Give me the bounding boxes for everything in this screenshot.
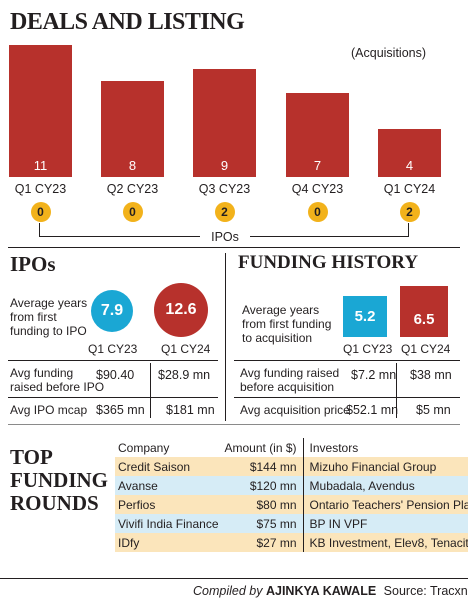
ipos-row-mcap-a: $365 mn xyxy=(96,403,145,417)
ipo-q1cy24-label: Q1 CY24 xyxy=(161,342,211,356)
cell-investors: Ontario Teachers' Pension Plan xyxy=(309,497,468,512)
section-divider xyxy=(8,424,460,425)
fh-q1cy24-label: Q1 CY24 xyxy=(401,342,451,356)
fh-row-funding-label: Avg funding raised before acquisition xyxy=(240,366,340,394)
bar-value-label: 7 xyxy=(313,158,322,173)
bar-q4-cy23: 7 xyxy=(286,93,349,177)
ipo-q1cy23-label: Q1 CY23 xyxy=(88,342,138,356)
table-header-row: Company Amount (in $) Investors xyxy=(115,438,468,457)
cell-amount: $120 mn xyxy=(221,476,304,495)
ipos-col-divider xyxy=(150,363,151,418)
ipo-q1cy24-circle: 12.6 xyxy=(154,283,208,337)
cell-company: Perfios xyxy=(118,497,156,512)
cell-investors: Mubadala, Avendus xyxy=(309,478,415,493)
ipo-count-dot: 2 xyxy=(214,202,235,222)
author-name: AJINKYA KAWALE xyxy=(265,584,377,598)
bar-q3-cy23: 9 xyxy=(193,69,256,177)
table-row: Perfios $80 mn Ontario Teachers' Pension… xyxy=(115,495,468,514)
footer-credit: Compiled by AJINKYA KAWALE Source: Tracx… xyxy=(193,584,468,598)
vertical-divider xyxy=(225,253,226,421)
fh-row-funding-a: $7.2 mn xyxy=(351,368,397,382)
fh-row-divider xyxy=(234,360,460,361)
compiled-by-label: Compiled by xyxy=(193,584,263,598)
ipo-count-dot: 2 xyxy=(399,202,420,222)
cell-amount: $75 mn xyxy=(221,514,304,533)
ipos-bracket-label: IPOs xyxy=(200,230,250,244)
ipo-q1cy23-circle: 7.9 xyxy=(91,290,133,332)
fh-q1cy23-box: 5.2 xyxy=(343,296,387,337)
acquisitions-bar-chart: 11 Q1 CY23 0 8 Q2 CY23 0 9 Q3 CY23 2 7 Q4 CY23 0 4 Q1… xyxy=(0,0,468,245)
fh-col-divider xyxy=(396,363,397,418)
ipo-count-dot: 0 xyxy=(30,202,51,222)
ipos-row-funding-label: Avg funding raised before IPO xyxy=(10,366,105,394)
bar-value-label: 4 xyxy=(405,158,414,173)
cell-company: Avanse xyxy=(118,478,158,493)
ipos-heading: IPOs xyxy=(10,252,56,276)
cell-investors: BP IN VPF xyxy=(309,516,368,531)
table-row: IDfy $27 mn KB Investment, Elev8, Tenaci… xyxy=(115,533,468,552)
x-tick-label: Q2 CY23 xyxy=(106,182,159,196)
fh-row-price-label: Avg acquisition price xyxy=(240,403,350,417)
section-divider xyxy=(8,247,460,248)
x-tick-label: Q1 CY23 xyxy=(14,182,67,196)
cell-amount: $27 mn xyxy=(221,533,304,552)
table-row: Vivifi India Finance $75 mn BP IN VPF xyxy=(115,514,468,533)
table-row: Credit Saison $144 mn Mizuho Financial G… xyxy=(115,457,468,476)
cell-company: IDfy xyxy=(118,535,140,550)
cell-company: Credit Saison xyxy=(118,459,191,474)
ipos-row-funding-b: $28.9 mn xyxy=(158,368,211,382)
bar-value-label: 11 xyxy=(33,158,48,173)
ipo-count-dot: 0 xyxy=(307,202,328,222)
page-title: DEALS AND LISTING xyxy=(10,9,245,35)
ipos-row-mcap-b: $181 mn xyxy=(166,403,215,417)
bar-value-label: 8 xyxy=(128,158,137,173)
fh-row-divider xyxy=(234,397,460,398)
fh-row-price-a: $52.1 mn xyxy=(346,403,399,417)
bar-q2-cy23: 8 xyxy=(101,81,164,177)
ipos-row-mcap-label: Avg IPO mcap xyxy=(10,403,88,417)
table-row: Avanse $120 mn Mubadala, Avendus xyxy=(115,476,468,495)
ipos-avg-years-label: Average years from first funding to IPO xyxy=(10,296,88,338)
fh-row-funding-b: $38 mn xyxy=(410,368,452,382)
chart-note: (Acquisitions) xyxy=(351,46,427,60)
cell-amount: $144 mn xyxy=(221,457,304,476)
source-label: Source: Tracxn xyxy=(383,584,468,598)
cell-amount: $80 mn xyxy=(221,495,304,514)
col-investors-header: Investors xyxy=(309,440,359,455)
fh-avg-years-label: Average years from first funding to acqu… xyxy=(242,303,332,345)
ipos-row-funding-a: $90.40 xyxy=(96,368,135,382)
x-tick-label: Q1 CY24 xyxy=(383,182,436,196)
cell-investors: Mizuho Financial Group xyxy=(309,459,437,474)
fh-q1cy23-label: Q1 CY23 xyxy=(343,342,393,356)
top-funding-table: Company Amount (in $) Investors Credit S… xyxy=(115,438,468,552)
funding-history-heading: FUNDING HISTORY xyxy=(238,252,419,273)
ipos-row-divider xyxy=(8,397,218,398)
footer-divider xyxy=(0,578,468,579)
x-tick-label: Q3 CY23 xyxy=(198,182,251,196)
x-tick-label: Q4 CY23 xyxy=(291,182,344,196)
cell-company: Vivifi India Finance xyxy=(118,516,219,531)
bar-q1-cy23: 11 xyxy=(9,45,72,177)
cell-investors: KB Investment, Elev8, Tenacity xyxy=(309,535,468,550)
col-amount-header: Amount (in $) xyxy=(221,438,304,457)
ipo-count-dot: 0 xyxy=(122,202,143,222)
bar-q1-cy24: 4 xyxy=(378,129,441,177)
top-funding-heading: TOP FUNDING ROUNDS xyxy=(10,445,108,515)
col-company-header: Company xyxy=(118,440,170,455)
fh-row-price-b: $5 mn xyxy=(416,403,451,417)
fh-q1cy24-box: 6.5 xyxy=(400,286,448,337)
bar-value-label: 9 xyxy=(220,158,229,173)
ipos-row-divider xyxy=(8,360,218,361)
